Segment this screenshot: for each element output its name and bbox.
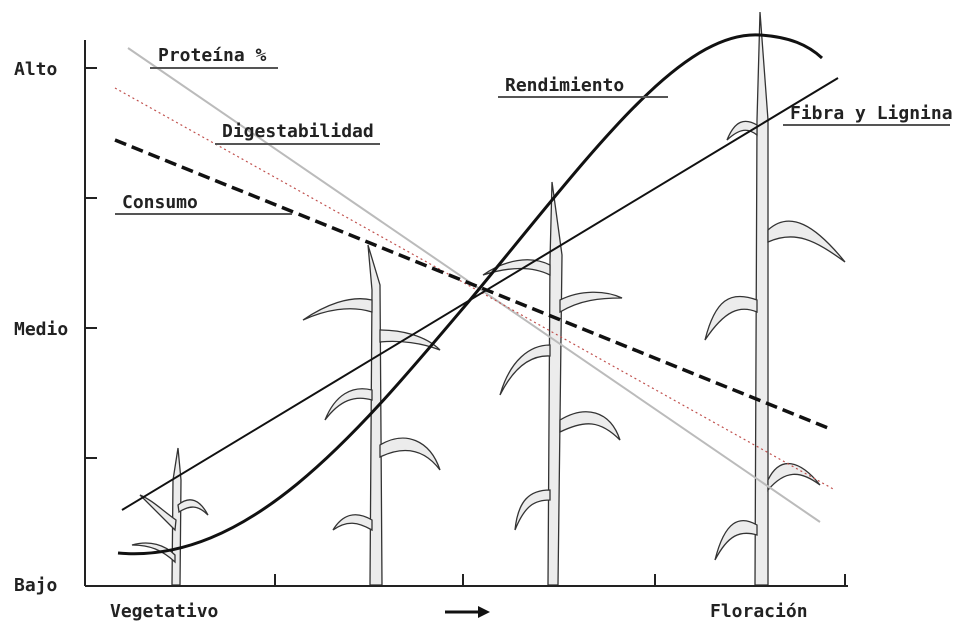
curve-label: Consumo (122, 192, 198, 213)
digestabilidad-line (114, 87, 836, 491)
x-label: Floración (710, 601, 808, 622)
axes (84, 40, 848, 587)
label-underlines (115, 67, 950, 618)
consumo-line (114, 138, 829, 430)
curve-label: Rendimiento (505, 75, 624, 96)
y-label: Alto (14, 59, 57, 80)
y-label: Bajo (14, 575, 57, 596)
y-label: Medio (14, 319, 68, 340)
curve-label: Digestabilidad (222, 121, 374, 142)
plants (131, 11, 846, 586)
curve-label: Proteína % (158, 45, 267, 66)
curves (114, 33, 839, 556)
curve-label: Fibra y Lignina (790, 103, 953, 124)
fibra-line (121, 77, 839, 511)
x-label: Vegetativo (110, 601, 218, 622)
rendimiento-line (117, 33, 824, 556)
